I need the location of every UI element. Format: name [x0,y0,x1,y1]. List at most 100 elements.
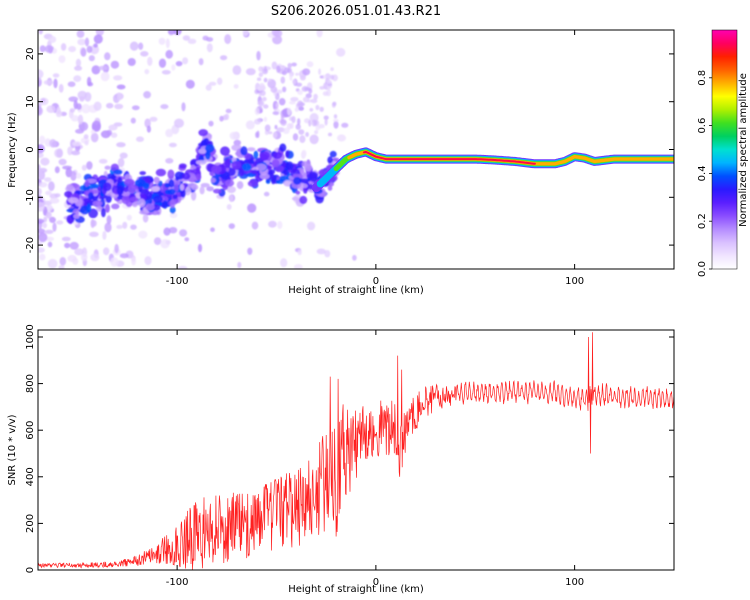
spectrogram-noise-blob [52,222,57,232]
spectrogram-plume-blob [262,96,267,102]
spectrogram-plume-blob [263,116,268,122]
spectrogram-blob [89,183,99,189]
spectrogram-noise-blob [129,41,139,51]
spectrogram-noise-blob [102,230,107,240]
spectrogram-noise-blob [143,91,152,99]
spectrogram-plume-blob [282,86,287,93]
spectrogram-noise-blob [42,222,47,229]
spectrogram-blob [153,176,160,184]
spectrogram-plume-blob [274,124,278,130]
spectrogram-plume-blob [254,118,261,125]
spectrogram-blob [220,146,230,156]
spectrogram-noise-blob [307,221,316,231]
spectrogram-noise-blob [131,257,137,266]
spectrogram-noise-blob [56,148,63,158]
spectrogram-plume-blob [330,67,334,71]
spectrogram-plume-blob [291,116,296,124]
spectrogram-noise-blob [47,241,53,248]
spectrogram-noise-blob [301,149,307,157]
spectrogram-blob [210,177,216,183]
spectrogram-noise-blob [106,102,114,109]
spectrogram-noise-blob [200,183,210,188]
colorbar-gradient [712,30,737,269]
spectrogram-noise-blob [98,65,108,71]
spectrogram-noise-blob [127,58,136,66]
spectrogram-x-ticks: -100 0 100 [166,30,584,287]
spectrogram-noise-blob [293,264,303,269]
spectrogram-noise-blob [309,134,319,145]
spectrogram-noise-blob [42,200,53,206]
spectrogram-noise-blob [104,222,112,233]
spectrogram-noise-blob [77,38,87,46]
spectrogram-plume-blob [319,86,325,90]
spectrogram-blob [129,197,139,202]
spectrogram-noise-blob [100,71,110,82]
spectrogram-blob [139,210,149,215]
spectrogram-noise-blob [198,58,204,66]
spectrogram-blob [271,177,276,185]
spectrogram-noise-blob [39,253,46,261]
spectrogram-noise-blob [174,118,184,128]
spectrogram-blob [87,192,94,200]
spectrogram-blob [169,199,176,208]
spectrogram-noise-blob [184,237,190,242]
spectrogram-noise-blob [251,221,259,230]
spectrogram-plume-blob [297,90,303,95]
spectrogram-blob [178,163,187,169]
snr-ytick-label: 0 [25,567,36,573]
spectrogram-blob [84,180,90,187]
spectrogram-noise-blob [160,104,169,110]
spectrogram-plume-blob [287,62,292,69]
snr-ytick-label: 1000 [25,324,36,349]
spectrogram-plume-blob [308,88,313,94]
spectrogram-plume-blob [332,101,337,107]
colorbar-tick-label: 0.6 [697,118,708,134]
spectrogram-noise-blob [93,101,102,111]
snr-ytick-label: 200 [25,514,36,533]
spectrogram-blobs [38,30,357,269]
spectrogram-blob [182,172,191,180]
spectrogram-plume-blob [314,130,319,135]
spectrogram-noise-blob [130,224,137,230]
spectrogram-plume-blob [272,131,278,139]
spectrogram-noise-blob [91,65,101,75]
spectrogram-noise-blob [232,65,242,75]
spectrogram-blob [269,169,276,175]
spectrogram-noise-blob [165,158,174,164]
spectrogram-noise-blob [88,55,95,62]
spectrogram-noise-blob [69,241,79,250]
spectrogram-noise-blob [110,257,119,267]
spectrogram-blob [110,163,120,172]
snr-xtick-label: 100 [565,577,584,588]
spectrogram-blob [247,180,258,187]
spectrogram-noise-blob [158,37,166,45]
spectrogram-noise-blob [161,70,171,75]
spectrogram-blob [295,190,301,195]
spectrogram-noise-blob [130,117,136,124]
spectrogram-noise-blob [119,152,128,159]
spectrogram-plume-blob [326,80,333,85]
spectrogram-x-label: Height of straight line (km) [288,285,424,296]
spectrogram-blob [162,200,168,209]
spectrogram-noise-blob [187,38,197,44]
spectrogram-xtick-label: -100 [166,276,189,287]
spectrogram-noise-blob [38,187,42,196]
spectrogram-plume-blob [297,100,304,108]
spectrogram-xtick-label: 0 [373,276,379,287]
spectrogram-plume-blob [254,107,260,116]
spectrogram-blob [302,171,307,181]
spectrogram-plume-blob [263,77,268,83]
spectrogram-plume-blob [258,72,264,78]
spectrogram-noise-blob [352,254,357,261]
spectrogram-blob [283,168,288,176]
spectrogram-noise-blob [219,115,224,122]
spectrogram-noise-blob [114,243,119,254]
spectrogram-plume-blob [305,132,309,137]
spectrogram-blob [259,151,270,160]
spectrogram-blob [179,183,185,191]
snr-x-label: Height of straight line (km) [288,584,424,595]
spectrogram-y-label: Frequency (Hz) [7,112,18,188]
spectrogram-noise-blob [91,120,101,131]
